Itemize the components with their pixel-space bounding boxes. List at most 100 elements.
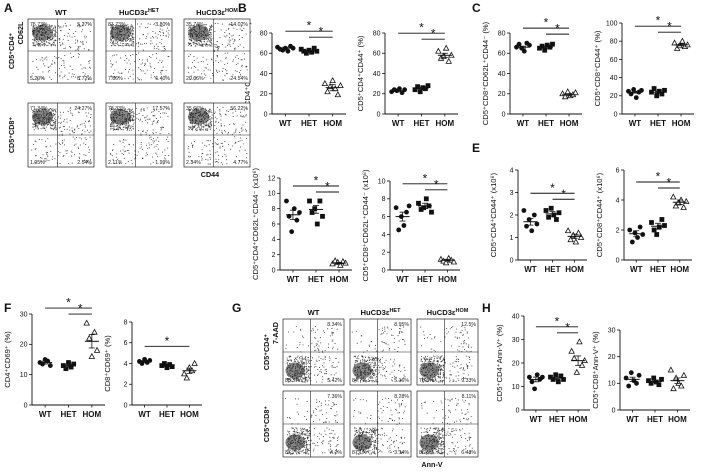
event-dot <box>374 432 376 434</box>
event-dot <box>373 363 375 365</box>
panel-label-B: B <box>238 1 247 15</box>
event-dot <box>200 41 202 43</box>
event-dot <box>122 149 124 151</box>
event-dot <box>364 428 365 430</box>
event-dot <box>168 23 170 25</box>
event-dot <box>370 362 372 364</box>
event-dot <box>111 110 113 112</box>
event-dot <box>308 432 310 434</box>
event-dot <box>315 444 317 446</box>
data-point-B2-WT-5 <box>402 87 408 93</box>
event-dot <box>74 138 76 140</box>
event-dot <box>209 120 211 122</box>
event-dot <box>323 362 325 364</box>
event-dot <box>67 32 69 34</box>
event-dot <box>377 440 379 442</box>
event-dot <box>308 361 310 363</box>
event-dot <box>423 379 425 381</box>
event-dot <box>115 40 117 42</box>
data-point-E1-HOM-1 <box>567 236 574 243</box>
event-dot <box>201 44 202 46</box>
y-tick-label: 0 <box>272 267 276 274</box>
event-dot <box>453 380 455 382</box>
event-dot <box>301 362 303 364</box>
event-dot <box>54 33 56 35</box>
event-dot <box>374 444 376 446</box>
event-dot <box>139 38 141 40</box>
event-dot <box>130 24 132 26</box>
data-point-H1-HET-4 <box>558 373 564 379</box>
event-dot <box>207 159 209 161</box>
event-dot <box>246 153 248 154</box>
significance-star: * <box>423 171 428 185</box>
event-dot <box>369 359 371 361</box>
event-dot <box>48 159 50 161</box>
event-dot <box>202 108 203 110</box>
event-dot <box>381 350 383 352</box>
data-point-F1-HOM-4 <box>93 346 101 353</box>
event-dot <box>307 450 309 452</box>
event-dot <box>336 366 338 368</box>
event-dot <box>442 380 444 381</box>
event-dot <box>73 56 75 57</box>
event-dot <box>331 432 333 434</box>
event-dot <box>160 72 162 74</box>
event-dot <box>306 381 308 383</box>
event-dot <box>367 359 369 361</box>
event-dot <box>377 428 379 430</box>
event-dot <box>289 380 291 382</box>
event-dot <box>366 360 368 362</box>
event-dot <box>90 130 92 132</box>
event-dot <box>208 118 210 120</box>
event-dot <box>374 348 376 350</box>
event-dot <box>52 115 54 117</box>
y-tick-label: 20 <box>373 91 381 98</box>
event-dot <box>133 27 135 29</box>
event-dot <box>45 158 47 159</box>
event-dot <box>50 45 52 47</box>
event-dot <box>44 124 46 126</box>
event-dot <box>355 451 357 453</box>
event-dot <box>83 142 85 144</box>
event-dot <box>110 128 112 130</box>
event-dot <box>203 109 205 111</box>
event-dot <box>209 40 211 42</box>
event-dot <box>193 141 195 143</box>
event-dot <box>53 35 55 37</box>
event-dot <box>371 376 373 378</box>
event-dot <box>125 124 127 126</box>
data-point-B2-HET-2 <box>417 89 423 95</box>
event-dot <box>296 427 298 429</box>
event-dot <box>322 358 324 360</box>
data-point-H2-WT-1 <box>626 383 632 389</box>
event-dot <box>207 140 209 142</box>
event-dot <box>140 133 142 135</box>
event-dot <box>463 343 465 345</box>
event-dot <box>132 124 134 126</box>
event-dot <box>312 442 314 444</box>
event-dot <box>49 76 51 78</box>
event-dot <box>54 40 56 42</box>
event-dot <box>132 30 134 32</box>
event-dot <box>468 346 470 348</box>
event-dot <box>231 23 233 25</box>
event-dot <box>227 43 229 45</box>
event-dot <box>120 42 122 44</box>
event-dot <box>390 358 392 360</box>
event-dot <box>130 34 132 36</box>
event-dot <box>111 122 113 124</box>
column-header-text: HuCD3ε <box>196 8 225 17</box>
event-dot <box>115 126 117 127</box>
data-point-F2-HET-2 <box>164 365 170 371</box>
event-dot <box>430 379 432 381</box>
event-dot <box>365 380 367 382</box>
event-dot <box>85 144 87 146</box>
event-dot <box>193 109 195 111</box>
event-dot <box>217 54 219 56</box>
event-dot <box>295 431 297 433</box>
event-dot <box>466 355 468 357</box>
row-label-0: CD5⁺CD4⁺ <box>7 33 16 70</box>
event-dot <box>356 360 358 362</box>
event-dot <box>370 359 372 360</box>
